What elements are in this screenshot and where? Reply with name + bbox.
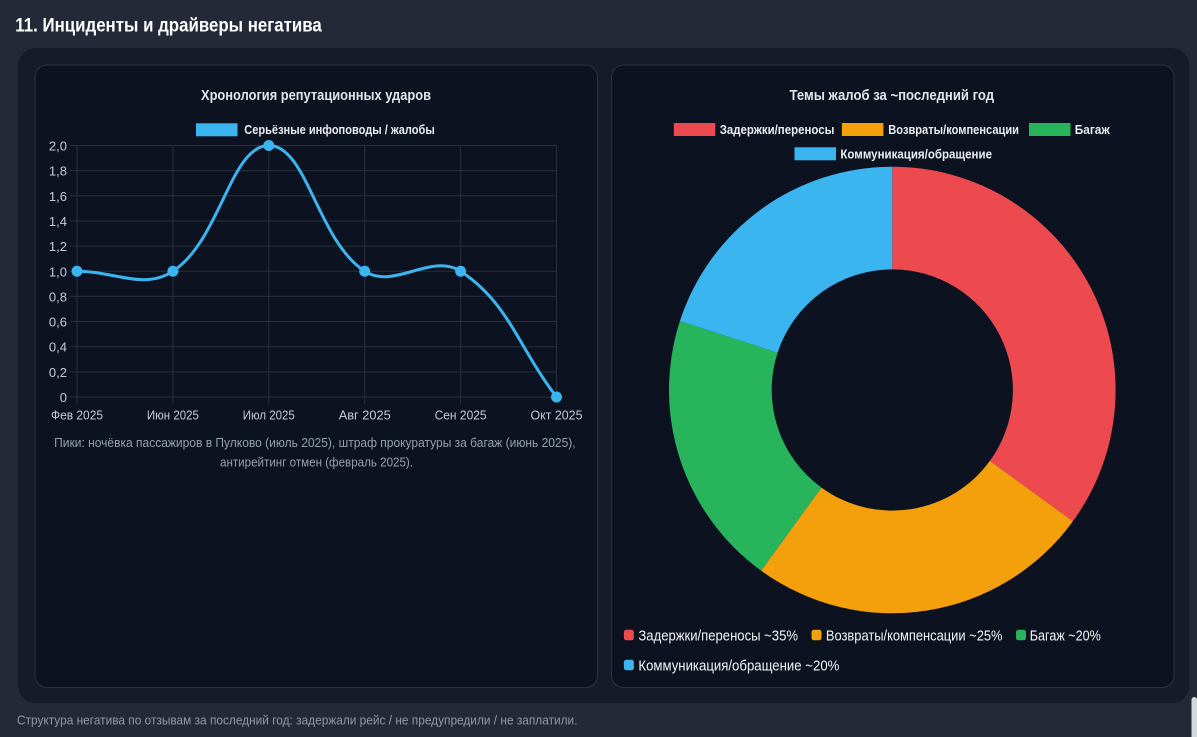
svg-text:Структура негатива по отзывам: Структура негатива по отзывам за последн… (17, 713, 578, 727)
svg-text:0,6: 0,6 (49, 315, 67, 330)
svg-text:Задержки/переносы: Задержки/переносы (720, 123, 835, 137)
svg-text:Возвраты/компенсации: Возвраты/компенсации (888, 123, 1019, 137)
svg-text:Темы жалоб за ~последний год: Темы жалоб за ~последний год (790, 88, 995, 104)
svg-text:11. Инциденты и драйверы негат: 11. Инциденты и драйверы негатива (15, 16, 322, 37)
svg-text:Пики: ночёвка пассажиров в Пул: Пики: ночёвка пассажиров в Пулково (июль… (54, 436, 576, 450)
svg-text:0: 0 (60, 390, 67, 405)
svg-text:1,4: 1,4 (49, 214, 67, 229)
svg-text:1,8: 1,8 (49, 164, 67, 179)
svg-text:Возвраты/компенсации ~25%: Возвраты/компенсации ~25% (826, 628, 1003, 644)
svg-text:Коммуникация/обращение ~20%: Коммуникация/обращение ~20% (638, 658, 839, 674)
svg-text:2,0: 2,0 (49, 139, 67, 154)
svg-text:0,4: 0,4 (49, 340, 67, 355)
svg-text:антирейтинг отмен (февраль 202: антирейтинг отмен (февраль 2025). (220, 456, 413, 470)
svg-text:1,0: 1,0 (49, 264, 67, 279)
svg-text:0,8: 0,8 (49, 289, 67, 304)
svg-text:Серьёзные инфоповоды / жалобы: Серьёзные инфоповоды / жалобы (244, 123, 434, 137)
svg-text:Июн 2025: Июн 2025 (147, 408, 199, 423)
svg-text:Фев 2025: Фев 2025 (51, 408, 103, 423)
svg-text:0,2: 0,2 (49, 365, 67, 380)
svg-text:Авг 2025: Авг 2025 (339, 408, 391, 423)
svg-text:Задержки/переносы ~35%: Задержки/переносы ~35% (638, 628, 798, 644)
svg-text:Коммуникация/обращение: Коммуникация/обращение (840, 147, 992, 161)
svg-text:Сен 2025: Сен 2025 (435, 408, 487, 423)
svg-text:Окт 2025: Окт 2025 (531, 408, 583, 423)
svg-text:Хронология репутационных ударо: Хронология репутационных ударов (201, 88, 431, 104)
svg-text:1,6: 1,6 (49, 189, 67, 204)
svg-text:Багаж: Багаж (1075, 123, 1110, 137)
svg-text:1,2: 1,2 (49, 239, 67, 254)
svg-text:Июл 2025: Июл 2025 (243, 408, 295, 423)
svg-text:Багаж ~20%: Багаж ~20% (1030, 628, 1101, 644)
